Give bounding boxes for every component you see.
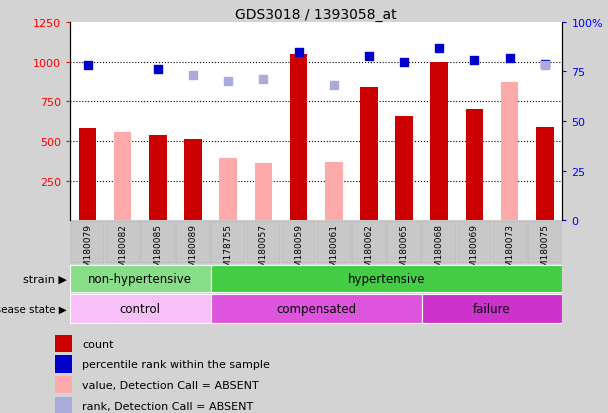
Bar xyxy=(422,294,562,324)
Point xyxy=(364,53,374,60)
Bar xyxy=(78,129,96,221)
Text: GSM180069: GSM180069 xyxy=(470,223,479,278)
Text: GSM180059: GSM180059 xyxy=(294,223,303,278)
Text: rank, Detection Call = ABSENT: rank, Detection Call = ABSENT xyxy=(82,401,254,411)
Bar xyxy=(55,355,72,373)
Bar xyxy=(141,222,174,263)
Point xyxy=(83,63,92,70)
Bar xyxy=(387,222,421,263)
Point xyxy=(399,59,409,66)
Bar xyxy=(212,222,245,263)
Text: GSM180068: GSM180068 xyxy=(435,223,444,278)
Bar xyxy=(466,110,483,221)
Bar xyxy=(395,117,413,221)
Bar xyxy=(492,222,527,263)
Point xyxy=(469,57,479,64)
Bar xyxy=(528,222,562,263)
Text: GSM178755: GSM178755 xyxy=(224,223,233,278)
Bar xyxy=(55,376,72,394)
Text: GSM180065: GSM180065 xyxy=(399,223,409,278)
Bar xyxy=(70,265,210,293)
Point xyxy=(329,83,339,90)
Point xyxy=(540,61,550,68)
Text: GSM180062: GSM180062 xyxy=(364,223,373,278)
Bar xyxy=(423,222,456,263)
Bar xyxy=(352,222,386,263)
Text: GSM180082: GSM180082 xyxy=(118,223,127,278)
Text: hypertensive: hypertensive xyxy=(348,272,425,285)
Point xyxy=(294,49,303,56)
Bar xyxy=(71,222,105,263)
Text: GSM180075: GSM180075 xyxy=(541,223,549,278)
Bar xyxy=(255,164,272,221)
Bar xyxy=(458,222,491,263)
Point xyxy=(223,79,233,85)
Bar xyxy=(106,222,140,263)
Bar xyxy=(360,88,378,221)
Point xyxy=(434,45,444,52)
Text: GSM180085: GSM180085 xyxy=(153,223,162,278)
Point xyxy=(540,63,550,70)
Bar xyxy=(219,159,237,221)
Text: GSM180079: GSM180079 xyxy=(83,223,92,278)
Text: value, Detection Call = ABSENT: value, Detection Call = ABSENT xyxy=(82,380,259,389)
Bar xyxy=(317,222,351,263)
Text: GSM180061: GSM180061 xyxy=(330,223,338,278)
Bar xyxy=(210,294,422,324)
Point xyxy=(153,67,163,74)
Bar xyxy=(290,55,308,221)
Bar xyxy=(536,127,554,221)
Bar xyxy=(114,133,131,221)
Text: control: control xyxy=(120,302,161,315)
Bar xyxy=(325,162,342,221)
Bar xyxy=(210,265,562,293)
Point xyxy=(505,55,514,62)
Bar xyxy=(149,135,167,221)
Text: compensated: compensated xyxy=(276,302,356,315)
Bar xyxy=(176,222,210,263)
Point xyxy=(258,77,268,83)
Text: failure: failure xyxy=(473,302,511,315)
Text: non-hypertensive: non-hypertensive xyxy=(88,272,192,285)
Text: GSM180057: GSM180057 xyxy=(259,223,268,278)
Bar xyxy=(430,62,448,221)
Bar xyxy=(184,140,202,221)
Point xyxy=(188,73,198,80)
Bar xyxy=(55,335,72,353)
Text: GSM180089: GSM180089 xyxy=(188,223,198,278)
Bar xyxy=(70,294,210,324)
Title: GDS3018 / 1393058_at: GDS3018 / 1393058_at xyxy=(235,8,397,22)
Bar xyxy=(501,83,519,221)
Bar xyxy=(282,222,316,263)
Text: GSM180073: GSM180073 xyxy=(505,223,514,278)
Text: disease state ▶: disease state ▶ xyxy=(0,304,67,314)
Text: percentile rank within the sample: percentile rank within the sample xyxy=(82,359,270,369)
Text: strain ▶: strain ▶ xyxy=(23,274,67,284)
Bar xyxy=(246,222,280,263)
Bar xyxy=(55,397,72,413)
Text: count: count xyxy=(82,339,114,349)
